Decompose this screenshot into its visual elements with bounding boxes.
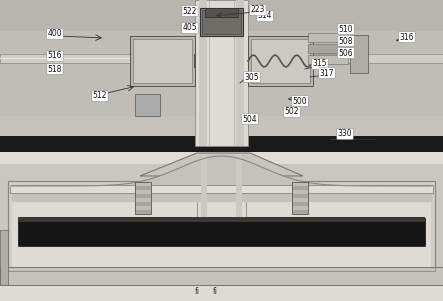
Bar	[308, 33, 348, 42]
Text: 514: 514	[258, 11, 272, 20]
Bar	[292, 194, 308, 198]
Bar	[292, 198, 308, 202]
Bar	[135, 194, 151, 198]
Bar	[350, 35, 368, 73]
Bar	[292, 202, 308, 206]
Bar	[0, 146, 443, 301]
Bar	[8, 181, 435, 271]
Bar	[199, 0, 207, 146]
Text: fi: fi	[213, 287, 218, 296]
Text: 330: 330	[338, 129, 352, 138]
Bar	[135, 202, 151, 206]
Text: 500: 500	[293, 97, 307, 105]
Bar	[0, 136, 443, 154]
Bar	[313, 54, 443, 63]
Bar	[0, 54, 175, 63]
Text: 305: 305	[245, 73, 259, 82]
Text: 504: 504	[243, 114, 257, 123]
Text: 516: 516	[48, 51, 62, 61]
Text: 502: 502	[285, 107, 299, 116]
Bar	[135, 210, 151, 214]
Bar	[8, 181, 435, 271]
Bar	[202, 10, 241, 34]
Bar	[292, 206, 308, 210]
Bar	[18, 218, 425, 246]
Bar	[195, 0, 248, 146]
Bar	[201, 154, 207, 221]
Bar	[10, 185, 433, 193]
Bar	[0, 0, 443, 116]
Bar	[0, 0, 443, 136]
Text: 400: 400	[48, 29, 62, 39]
Bar	[236, 154, 242, 221]
Text: 316: 316	[400, 33, 414, 42]
Bar	[197, 154, 246, 221]
Text: fi: fi	[194, 287, 199, 296]
Text: 510: 510	[339, 24, 353, 33]
Text: 223: 223	[251, 5, 265, 14]
Bar	[308, 44, 348, 53]
Bar	[292, 210, 308, 214]
Text: 522: 522	[183, 7, 197, 15]
Bar	[205, 8, 238, 17]
Bar	[130, 36, 195, 86]
Text: 506: 506	[339, 48, 354, 57]
Bar	[308, 55, 348, 64]
Bar	[133, 39, 192, 83]
Bar	[0, 0, 443, 31]
Bar	[135, 186, 151, 190]
Text: 518: 518	[48, 64, 62, 73]
Bar	[135, 206, 151, 210]
Bar	[135, 198, 151, 202]
Bar	[251, 39, 310, 83]
Bar	[236, 0, 244, 146]
Polygon shape	[140, 153, 303, 176]
Bar	[135, 182, 151, 186]
Bar	[0, 230, 8, 285]
Bar	[18, 217, 425, 222]
Bar	[135, 190, 151, 194]
Bar	[0, 267, 443, 285]
Bar	[200, 8, 243, 36]
Bar	[135, 182, 151, 214]
Text: 317: 317	[320, 69, 334, 77]
Bar	[292, 182, 308, 186]
Bar	[0, 284, 443, 301]
Bar	[12, 186, 431, 268]
Bar	[292, 190, 308, 194]
Bar	[135, 94, 160, 116]
Text: 512: 512	[93, 92, 107, 101]
Bar	[0, 0, 443, 146]
Text: 508: 508	[339, 36, 353, 45]
Text: 315: 315	[313, 60, 327, 69]
Bar	[292, 182, 308, 214]
Bar	[248, 36, 313, 86]
Text: 405: 405	[183, 23, 197, 33]
Bar	[0, 152, 443, 164]
Bar	[292, 186, 308, 190]
